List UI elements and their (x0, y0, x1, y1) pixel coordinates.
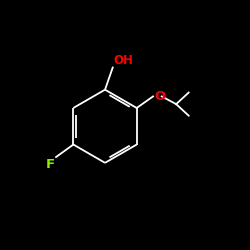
Text: O: O (154, 90, 165, 103)
Text: OH: OH (114, 54, 134, 66)
Text: F: F (46, 158, 55, 171)
